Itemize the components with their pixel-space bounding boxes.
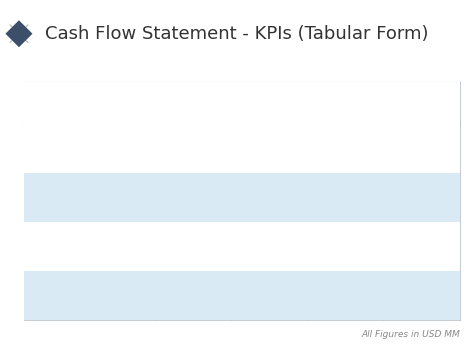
Text: Cash flow from
Investing Activities: Cash flow from Investing Activities <box>28 186 121 209</box>
Text: Change in Cash & Cash
Equivalents: Change in Cash & Cash Equivalents <box>28 284 143 307</box>
Text: All Figures in USD MM: All Figures in USD MM <box>361 330 460 339</box>
Text: 781: 781 <box>258 193 280 203</box>
Text: 1,017: 1,017 <box>177 290 209 300</box>
Text: 1,303: 1,303 <box>253 290 285 300</box>
Text: FY13: FY13 <box>249 96 289 110</box>
Text: 326: 326 <box>182 241 203 251</box>
Text: 1,836: 1,836 <box>406 290 438 300</box>
Text: 337: 337 <box>258 241 280 251</box>
Text: FY12: FY12 <box>173 96 212 110</box>
Text: 3,184: 3,184 <box>177 144 209 154</box>
Text: Cash flow from
Financing Activities: Cash flow from Financing Activities <box>28 235 123 258</box>
Text: FY14: FY14 <box>326 96 365 110</box>
Text: 834: 834 <box>335 193 356 203</box>
Text: 1,210: 1,210 <box>406 193 438 203</box>
Text: Cash Flow Statement - KPIs (Tabular Form): Cash Flow Statement - KPIs (Tabular Form… <box>45 25 428 43</box>
Text: Cash flow from
Operations: Cash flow from Operations <box>28 137 101 160</box>
Text: 3,476: 3,476 <box>253 144 285 154</box>
Text: 723: 723 <box>182 193 203 203</box>
Text: FY15: FY15 <box>402 96 441 110</box>
Text: 4,621: 4,621 <box>329 144 361 154</box>
Text: 6,168: 6,168 <box>406 144 438 154</box>
Text: 223: 223 <box>335 241 356 251</box>
Text: 459: 459 <box>411 241 432 251</box>
Text: 1,490: 1,490 <box>329 290 361 300</box>
